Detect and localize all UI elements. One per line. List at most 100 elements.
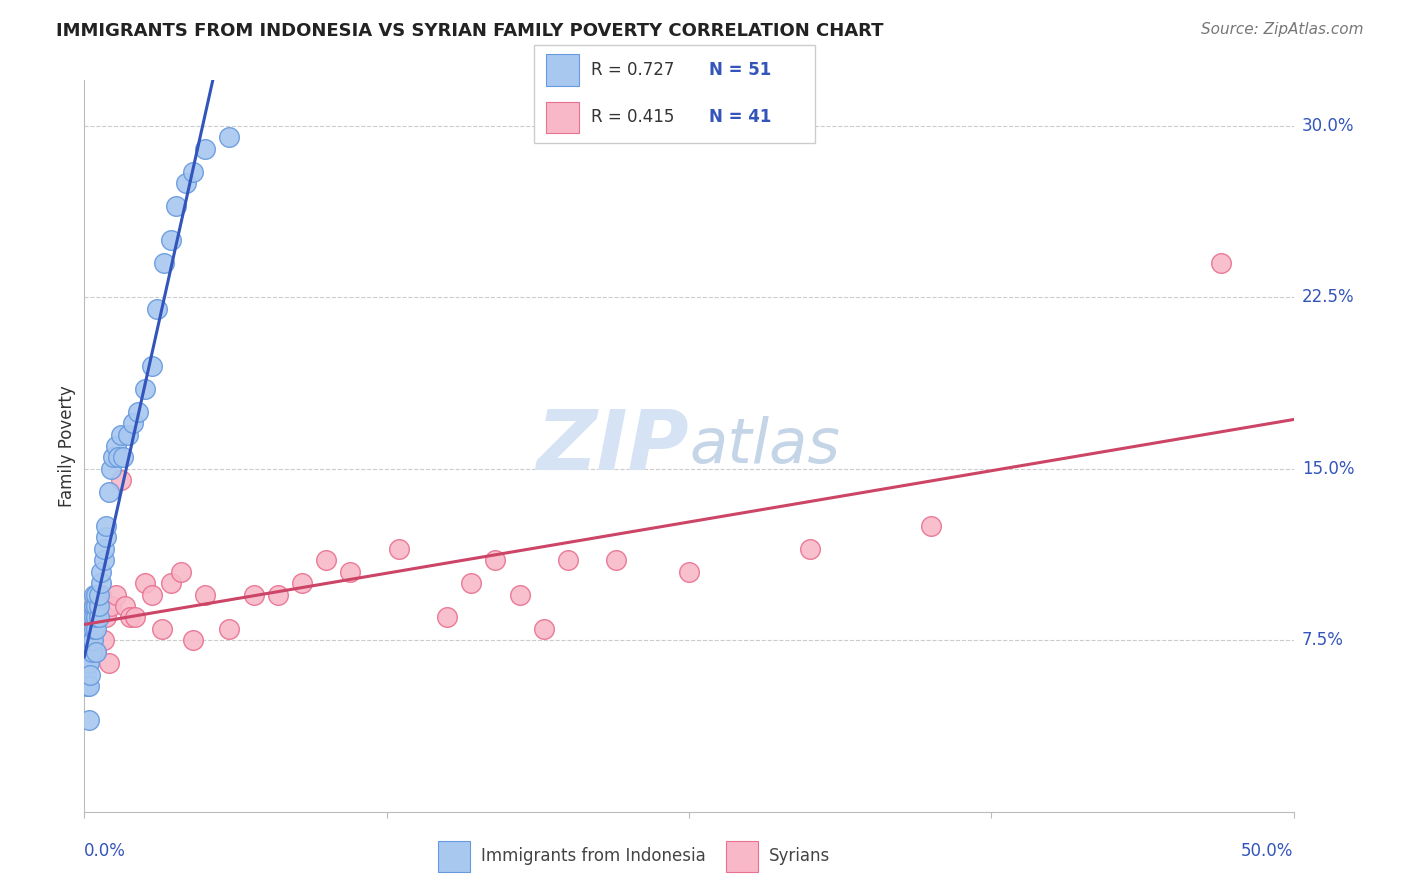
Point: [87, 610, 110, 624]
Point: [104, 588, 127, 602]
Point: [242, 588, 264, 602]
Text: 50.0%: 50.0%: [1241, 842, 1294, 860]
Point: [83, 622, 105, 636]
Text: 7.5%: 7.5%: [1302, 632, 1344, 649]
Point: [82, 633, 104, 648]
Text: R = 0.727: R = 0.727: [591, 62, 673, 79]
Text: atlas: atlas: [689, 416, 839, 476]
Point: [103, 450, 125, 465]
Point: [94, 610, 117, 624]
Point: [75, 667, 97, 681]
Point: [174, 176, 197, 190]
Point: [77, 714, 100, 728]
Point: [76, 679, 98, 693]
Point: [97, 656, 120, 670]
Point: [86, 588, 108, 602]
Point: [86, 622, 108, 636]
Point: [267, 588, 290, 602]
FancyBboxPatch shape: [546, 102, 579, 133]
Point: [94, 519, 117, 533]
Text: Immigrants from Indonesia: Immigrants from Indonesia: [481, 847, 706, 865]
Point: [460, 576, 482, 591]
Point: [80, 645, 103, 659]
FancyBboxPatch shape: [727, 840, 758, 872]
Point: [104, 439, 127, 453]
Point: [557, 553, 579, 567]
Point: [153, 256, 176, 270]
Point: [134, 576, 156, 591]
FancyBboxPatch shape: [534, 45, 815, 143]
Point: [86, 645, 108, 659]
Point: [218, 130, 240, 145]
Point: [120, 610, 142, 624]
Point: [218, 622, 240, 636]
Point: [93, 553, 115, 567]
Point: [83, 610, 105, 624]
Text: IMMIGRANTS FROM INDONESIA VS SYRIAN FAMILY POVERTY CORRELATION CHART: IMMIGRANTS FROM INDONESIA VS SYRIAN FAMI…: [56, 22, 884, 40]
Point: [90, 565, 112, 579]
FancyBboxPatch shape: [437, 840, 470, 872]
Point: [94, 530, 117, 544]
Point: [87, 599, 110, 613]
Point: [114, 599, 136, 613]
Y-axis label: Family Poverty: Family Poverty: [58, 385, 76, 507]
Text: ZIP: ZIP: [536, 406, 689, 486]
Point: [80, 610, 103, 624]
Point: [799, 541, 821, 556]
Point: [181, 633, 204, 648]
Point: [76, 645, 98, 659]
Point: [83, 599, 105, 613]
Point: [77, 622, 100, 636]
Point: [93, 541, 115, 556]
Point: [181, 164, 204, 178]
Point: [87, 610, 110, 624]
Point: [86, 599, 108, 613]
Point: [90, 576, 112, 591]
Point: [605, 553, 627, 567]
Text: 0.0%: 0.0%: [84, 842, 127, 860]
Point: [920, 519, 942, 533]
Point: [678, 565, 700, 579]
Point: [86, 610, 108, 624]
Text: N = 51: N = 51: [709, 62, 770, 79]
Text: 15.0%: 15.0%: [1302, 460, 1354, 478]
Point: [87, 588, 110, 602]
Point: [77, 679, 100, 693]
Point: [388, 541, 411, 556]
Point: [80, 610, 103, 624]
Point: [86, 645, 108, 659]
Point: [160, 576, 183, 591]
Point: [90, 588, 112, 602]
Point: [110, 427, 132, 442]
Point: [80, 622, 103, 636]
Point: [509, 588, 531, 602]
Point: [117, 427, 139, 442]
Point: [100, 462, 122, 476]
Point: [121, 416, 143, 430]
Point: [80, 633, 103, 648]
Point: [134, 382, 156, 396]
Point: [165, 199, 187, 213]
Text: N = 41: N = 41: [709, 108, 770, 126]
Point: [150, 622, 173, 636]
Text: 22.5%: 22.5%: [1302, 288, 1354, 307]
Point: [100, 599, 122, 613]
Point: [141, 588, 163, 602]
Point: [79, 667, 101, 681]
Point: [339, 565, 361, 579]
Point: [83, 588, 105, 602]
Point: [194, 142, 217, 156]
Point: [1209, 256, 1232, 270]
Point: [124, 610, 146, 624]
Point: [315, 553, 337, 567]
Text: 30.0%: 30.0%: [1302, 117, 1354, 135]
Point: [76, 633, 98, 648]
Text: Syrians: Syrians: [769, 847, 831, 865]
Point: [146, 301, 169, 316]
Point: [97, 484, 120, 499]
Point: [107, 450, 129, 465]
Point: [291, 576, 314, 591]
Point: [77, 656, 100, 670]
Point: [533, 622, 555, 636]
FancyBboxPatch shape: [546, 54, 579, 86]
